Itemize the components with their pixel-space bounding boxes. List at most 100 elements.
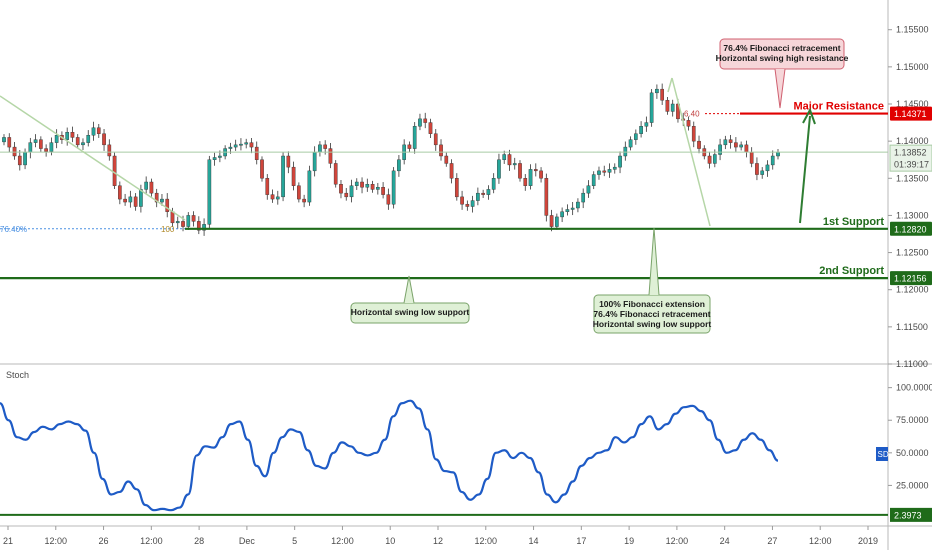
fib-trend-line-left	[0, 95, 186, 221]
time-tick-label: Dec	[239, 536, 256, 546]
time-tick-label: 24	[720, 536, 730, 546]
time-tick-label: 12:00	[475, 536, 498, 546]
candle-body	[597, 170, 601, 175]
support1-price-tag: 1.12820	[894, 224, 927, 234]
candle-body	[39, 139, 43, 149]
candle-body	[302, 198, 306, 203]
candle-body	[539, 170, 543, 179]
candle-body	[307, 170, 312, 203]
price-tick-label: 1.11500	[896, 322, 928, 332]
time-tick-label: 14	[529, 536, 539, 546]
candle-body	[449, 163, 454, 179]
candle-body	[397, 159, 401, 172]
candle-body	[739, 144, 743, 148]
candle-body	[123, 198, 127, 203]
candle-body	[602, 170, 607, 173]
candle-body	[386, 194, 391, 205]
candle-body	[365, 184, 370, 188]
candle-body	[560, 211, 564, 218]
support2-price-tag: 1.12156	[894, 274, 927, 284]
candle-body	[718, 144, 722, 155]
resistance-price-tag: 1.14371	[894, 109, 927, 119]
candle-body	[75, 137, 80, 146]
candle-body	[544, 178, 549, 216]
candle-body	[112, 155, 117, 186]
candle-body	[481, 192, 485, 195]
stoch-tick-label: 50.0000	[896, 448, 929, 458]
candle-body	[207, 159, 212, 225]
price-tick-label: 1.11000	[896, 359, 928, 369]
time-tick-label: 28	[194, 536, 204, 546]
candle-body	[749, 152, 754, 164]
resistance-price-tag-bg	[890, 106, 932, 121]
candle-body	[260, 159, 264, 179]
fib-trend-line-top	[667, 77, 673, 93]
candle-body	[770, 155, 775, 166]
candle-body	[533, 169, 538, 172]
candle-body	[118, 185, 122, 200]
candle-body	[649, 92, 654, 123]
stoch-line	[0, 399, 779, 512]
candle-body	[170, 211, 175, 224]
candle-body	[228, 146, 233, 149]
candle-body	[281, 155, 285, 198]
stoch-current-tag: SD	[878, 450, 889, 459]
fib-label-left: 76.40%	[0, 225, 27, 234]
candle-body	[565, 209, 570, 212]
fib-label-right: 6.40	[684, 110, 700, 119]
candle-body	[318, 144, 322, 153]
price-tick-label: 1.14000	[896, 136, 929, 146]
candle-body	[523, 178, 528, 186]
time-tick-label: 12:00	[140, 536, 163, 546]
candle-body	[497, 159, 501, 179]
candle-body	[86, 134, 91, 143]
support1-price-tag-bg	[890, 221, 932, 236]
candle-body	[607, 169, 612, 173]
candle-body	[212, 157, 217, 160]
time-tick-label: 19	[624, 536, 634, 546]
candle-body	[765, 164, 770, 172]
candle-body	[381, 186, 385, 195]
major-resistance-label: Major Resistance	[794, 101, 884, 113]
candle-body	[165, 198, 170, 212]
current-price-tag: 1.13852	[894, 148, 927, 158]
candle-body	[17, 155, 22, 166]
candle-body	[139, 189, 143, 207]
candle-body	[107, 144, 112, 157]
candle-body	[476, 192, 480, 201]
candle-body	[349, 185, 354, 198]
candle-body	[686, 120, 691, 127]
bullish-arrow-line	[799, 115, 811, 224]
candle-body	[634, 133, 638, 140]
candle-body	[81, 142, 85, 146]
candle-body	[439, 144, 443, 157]
price-tick-label: 1.14500	[896, 99, 929, 109]
fib-label-100: 100	[161, 225, 175, 234]
candle-body	[555, 216, 559, 227]
candle-body	[160, 198, 164, 203]
candle-body	[144, 181, 148, 190]
candle-body	[512, 163, 517, 166]
price-tick-label: 1.15000	[896, 62, 929, 72]
candle-body	[418, 118, 422, 127]
candle-body	[328, 148, 333, 164]
fib-extension-note-text: Horizontal swing low support	[593, 319, 712, 329]
candle-body	[655, 88, 659, 94]
candle-body	[202, 224, 206, 231]
candle-body	[744, 144, 749, 153]
time-tick-label: 12:00	[45, 536, 68, 546]
candle-body	[691, 126, 696, 142]
candle-body	[755, 163, 759, 175]
candle-body	[175, 221, 180, 224]
candle-body	[275, 196, 280, 200]
candle-body	[470, 200, 475, 207]
resistance-note-text: Horizontal swing high resistance	[716, 53, 849, 63]
resistance-note-pointer	[774, 68, 786, 109]
time-tick-label: 21	[3, 536, 13, 546]
candle-body	[507, 154, 512, 166]
candle-body	[7, 137, 12, 148]
candle-body	[254, 146, 259, 160]
candle-body	[70, 132, 75, 138]
